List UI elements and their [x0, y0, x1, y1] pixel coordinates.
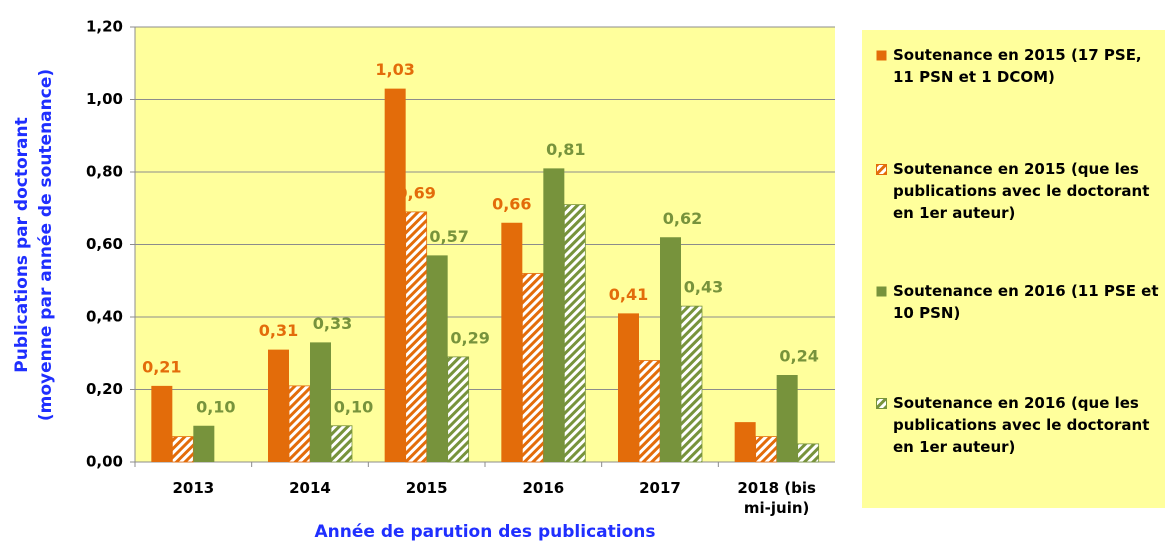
bar [405, 211, 428, 463]
legend-item: Soutenance en 2016 (que les publications… [876, 392, 1165, 458]
bar [501, 222, 523, 462]
legend-swatch-rect [876, 50, 887, 61]
y-tick-label: 0,00 [86, 453, 123, 471]
bar [776, 375, 798, 462]
legend: Soutenance en 2015 (17 PSE, 11 PSN et 1 … [862, 30, 1165, 508]
data-label: 0,10 [196, 397, 235, 416]
bar [734, 422, 756, 462]
y-tick-label: 1,20 [86, 18, 123, 36]
data-label: 0,43 [684, 278, 723, 297]
data-label: 0,24 [779, 347, 818, 366]
bar [618, 313, 639, 462]
legend-label: Soutenance en 2015 (17 PSE, 11 PSN et 1 … [893, 46, 1142, 86]
legend-item: Soutenance en 2015 (17 PSE, 11 PSN et 1 … [876, 44, 1165, 88]
bar [268, 349, 289, 462]
legend-swatch [876, 286, 887, 297]
x-tick-label: 2014 [289, 479, 331, 497]
bar [755, 436, 778, 463]
legend-item: Soutenance en 2016 (11 PSE et 10 PSN) [876, 280, 1165, 324]
legend-label: Soutenance en 2016 (que les publications… [893, 394, 1150, 456]
x-tick-label: 2015 [405, 479, 448, 497]
data-label: 0,62 [663, 209, 702, 228]
y-tick-label: 0,20 [86, 380, 123, 398]
bar [384, 88, 406, 462]
bar [151, 385, 173, 462]
data-label: 0,29 [450, 328, 489, 347]
data-label: 1,03 [375, 60, 414, 79]
legend-label: Soutenance en 2015 (que les publications… [893, 160, 1150, 222]
x-tick-label: 2018 (bis mi-juin) [737, 479, 816, 517]
bar [680, 305, 703, 463]
y-tick-label: 0,60 [86, 235, 123, 253]
bar [563, 204, 586, 463]
data-label: 0,33 [313, 314, 352, 333]
x-tick-label: 2013 [172, 479, 215, 497]
bar [638, 360, 661, 463]
legend-swatch-rect [876, 164, 887, 175]
bar [447, 356, 470, 463]
bar [171, 436, 194, 463]
data-label: 0,31 [259, 321, 298, 340]
legend-swatch-rect [876, 286, 887, 297]
data-label: 0,41 [609, 285, 648, 304]
bar [543, 168, 565, 462]
legend-swatch [876, 398, 887, 409]
bar [426, 255, 448, 462]
x-axis-title: Année de parution des publications [314, 522, 656, 542]
bar [660, 237, 681, 462]
data-label: 0,81 [546, 140, 585, 159]
y-axis-title: Publications par doctorant [12, 117, 32, 372]
bar [288, 385, 311, 463]
legend-swatch [876, 164, 887, 175]
bar [193, 425, 215, 462]
y-tick-label: 0,80 [86, 163, 123, 181]
legend-swatch [876, 50, 887, 61]
y-tick-label: 0,40 [86, 308, 123, 326]
data-label: 0,10 [334, 397, 373, 416]
data-label: 0,69 [396, 183, 435, 202]
bar [330, 425, 353, 463]
data-label: 0,66 [492, 194, 531, 213]
legend-label: Soutenance en 2016 (11 PSE et 10 PSN) [893, 282, 1159, 322]
legend-swatch-rect [876, 398, 887, 409]
y-tick-label: 1,00 [86, 90, 123, 108]
bar [521, 273, 544, 463]
bar [797, 443, 820, 463]
data-label: 0,21 [142, 357, 181, 376]
y-axis-title: (moyenne par année de soutenance) [36, 69, 56, 421]
x-tick-label: 2016 [522, 479, 565, 497]
x-tick-label: 2017 [639, 479, 681, 497]
legend-item: Soutenance en 2015 (que les publications… [876, 158, 1165, 224]
data-label: 0,57 [429, 227, 468, 246]
bar [310, 342, 331, 462]
